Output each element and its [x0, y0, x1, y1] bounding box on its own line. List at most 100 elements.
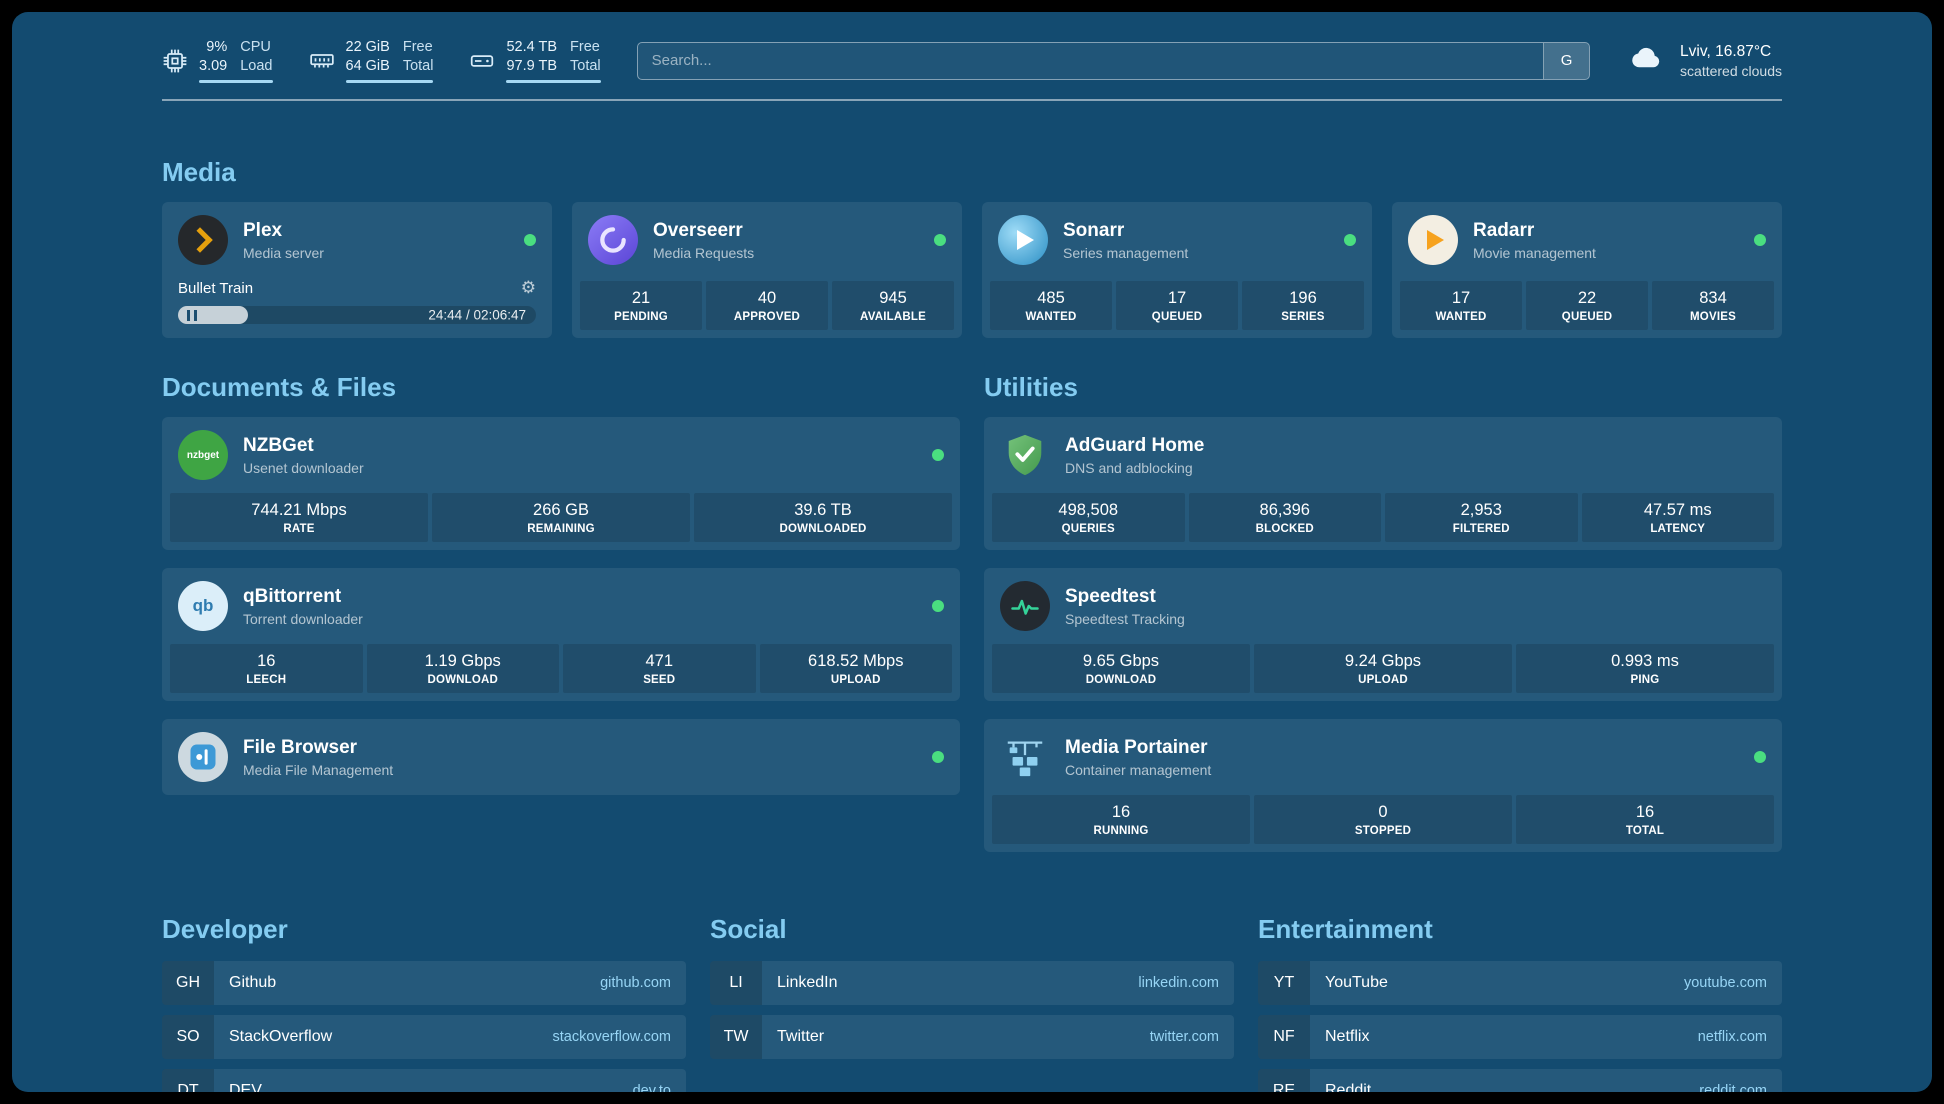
stat-label: MOVIES — [1690, 311, 1736, 324]
memory-widget: 22 GiB 64 GiB Free Total — [309, 38, 434, 84]
stat-label: SERIES — [1281, 311, 1325, 324]
status-dot — [1754, 751, 1766, 764]
bookmark-group-developer: Developer GH Github github.com SO StackO… — [162, 914, 686, 1092]
section-title-documents: Documents & Files — [162, 372, 397, 403]
stat-tile: 266 GB REMAINING — [432, 493, 690, 543]
stat-value: 834 — [1699, 289, 1727, 308]
stat-label: DOWNLOADED — [779, 523, 867, 536]
service-stats: 16 LEECH 1.19 Gbps DOWNLOAD 471 SEED 618… — [170, 644, 952, 694]
pause-icon[interactable] — [187, 309, 197, 321]
stat-tile: 16 RUNNING — [992, 795, 1250, 845]
weather-widget: Lviv, 16.87°C scattered clouds — [1626, 41, 1782, 80]
qbittorrent-icon: qb — [178, 581, 228, 632]
stat-label: TOTAL — [1625, 825, 1665, 838]
stat-label: UPLOAD — [1358, 674, 1408, 687]
bookmark-netflix[interactable]: NF Netflix netflix.com — [1258, 1015, 1782, 1060]
bookmark-domain: github.com — [600, 975, 671, 992]
service-card-adguard[interactable]: AdGuard Home DNS and adblocking 498,508 … — [984, 417, 1782, 551]
search-input[interactable] — [637, 42, 1544, 79]
service-card-qbittorrent[interactable]: qb qBittorrent Torrent downloader 16 LEE… — [162, 568, 960, 702]
playback-progress-fill — [178, 306, 248, 325]
stat-tile: 9.24 Gbps UPLOAD — [1254, 644, 1512, 694]
service-header: Radarr Movie management — [1392, 202, 1782, 278]
service-subtitle: Media File Management — [243, 761, 394, 778]
stat-label: QUEUED — [1561, 311, 1613, 324]
bookmark-abbr: YT — [1258, 961, 1310, 1006]
bookmark-abbr: TW — [710, 1015, 762, 1060]
service-card-speedtest[interactable]: Speedtest Speedtest Tracking 9.65 Gbps D… — [984, 568, 1782, 702]
resource-widgets: 9% 3.09 CPU Load — [162, 38, 601, 84]
stat-value: 471 — [645, 652, 674, 671]
playback-progress-bar[interactable]: 24:44 / 02:06:47 — [178, 306, 536, 325]
disk-icon — [469, 48, 495, 74]
service-card-nzbget[interactable]: nzbget NZBGet Usenet downloader 744.21 M… — [162, 417, 960, 551]
memory-usage-bar — [345, 80, 434, 84]
service-card-sonarr[interactable]: Sonarr Series management 485 WANTED 17 Q… — [982, 202, 1372, 339]
search-provider-button[interactable]: G — [1543, 42, 1590, 79]
service-card-radarr[interactable]: Radarr Movie management 17 WANTED 22 QUE… — [1392, 202, 1782, 339]
section-title-utilities: Utilities — [984, 372, 1078, 403]
stat-label: BLOCKED — [1255, 523, 1314, 536]
adguard-icon — [1000, 430, 1050, 480]
service-header: Speedtest Speedtest Tracking — [984, 568, 1782, 644]
stat-tile: 834 MOVIES — [1652, 281, 1774, 331]
service-name: Radarr — [1473, 219, 1535, 241]
service-header: Plex Media server — [162, 202, 552, 278]
bookmarks: Developer GH Github github.com SO StackO… — [162, 914, 1782, 1092]
service-card-portainer[interactable]: Media Portainer Container management 16 … — [984, 719, 1782, 853]
bookmark-stackoverflow[interactable]: SO StackOverflow stackoverflow.com — [162, 1015, 686, 1060]
stat-value: 2,953 — [1460, 501, 1502, 520]
bookmark-domain: youtube.com — [1683, 975, 1767, 992]
service-name: Speedtest — [1065, 585, 1156, 607]
stat-value: 16 — [1635, 803, 1655, 822]
stat-label: WANTED — [1025, 311, 1077, 324]
stat-value: 39.6 TB — [794, 501, 852, 520]
stat-value: 945 — [879, 289, 907, 308]
stat-value: 1.19 Gbps — [424, 652, 501, 671]
service-header: Sonarr Series management — [982, 202, 1372, 278]
stat-label: FILTERED — [1452, 523, 1510, 536]
bookmark-linkedin[interactable]: LI LinkedIn linkedin.com — [710, 961, 1234, 1006]
service-subtitle: DNS and adblocking — [1065, 459, 1193, 476]
bookmark-domain: reddit.com — [1699, 1083, 1767, 1092]
service-stats: 16 RUNNING 0 STOPPED 16 TOTAL — [992, 795, 1774, 845]
cloud-icon — [1626, 41, 1668, 80]
bookmark-dev[interactable]: DT DEV dev.to — [162, 1069, 686, 1092]
bookmark-youtube[interactable]: YT YouTube youtube.com — [1258, 961, 1782, 1006]
stat-value: 17 — [1451, 289, 1471, 308]
stat-value: 196 — [1289, 289, 1317, 308]
service-name: Plex — [243, 219, 283, 241]
settings-gear-icon[interactable] — [521, 278, 536, 298]
disk-total-label: Total — [570, 58, 601, 75]
service-name: NZBGet — [243, 434, 314, 456]
stat-value: 86,396 — [1259, 501, 1310, 520]
service-name: qBittorrent — [243, 585, 342, 607]
stat-tile: 22 QUEUED — [1526, 281, 1648, 331]
service-card-overseerr[interactable]: Overseerr Media Requests 21 PENDING 40 A… — [572, 202, 962, 339]
service-card-filebrowser[interactable]: File Browser Media File Management — [162, 719, 960, 796]
playback-time: 24:44 / 02:06:47 — [428, 307, 526, 323]
service-header: Media Portainer Container management — [984, 719, 1782, 795]
service-stats: 485 WANTED 17 QUEUED 196 SERIES — [990, 281, 1364, 331]
player-row: 24:44 / 02:06:47 — [178, 306, 536, 325]
stat-tile: 744.21 Mbps RATE — [170, 493, 428, 543]
section-media: Media Plex Media server Bullet Train — [162, 157, 1782, 339]
service-subtitle: Container management — [1065, 761, 1212, 778]
dashboard-content: 9% 3.09 CPU Load — [162, 12, 1782, 1092]
stat-label: LATENCY — [1650, 523, 1706, 536]
bookmark-group-entertainment: Entertainment YT YouTube youtube.com NF … — [1258, 914, 1782, 1092]
bookmark-domain: netflix.com — [1697, 1029, 1767, 1046]
stat-value: 485 — [1037, 289, 1065, 308]
stat-label: APPROVED — [733, 311, 801, 324]
cpu-usage-bar — [199, 80, 273, 84]
bookmark-reddit[interactable]: RE Reddit reddit.com — [1258, 1069, 1782, 1092]
bookmark-twitter[interactable]: TW Twitter twitter.com — [710, 1015, 1234, 1060]
bookmark-github[interactable]: GH Github github.com — [162, 961, 686, 1006]
stat-value: 9.65 Gbps — [1082, 652, 1160, 671]
cpu-load-label: Load — [240, 58, 273, 75]
disk-widget: 52.4 TB 97.9 TB Free Total — [469, 38, 601, 84]
service-card-plex[interactable]: Plex Media server Bullet Train 24:44 / 0… — [162, 202, 552, 339]
topbar-divider — [162, 99, 1782, 102]
stat-label: PING — [1630, 674, 1660, 687]
stat-label: QUEUED — [1151, 311, 1203, 324]
